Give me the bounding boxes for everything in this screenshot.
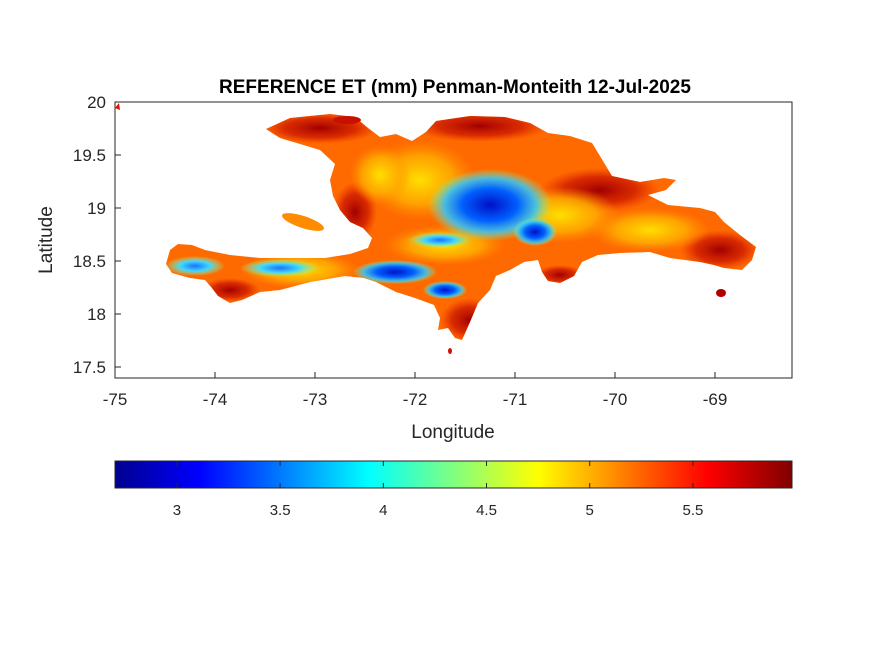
- colorbar-ticks: 3 3.5 4 4.5 5 5.5: [173, 461, 703, 519]
- massif-de-la-selle-low-et: [353, 260, 437, 284]
- map-title: REFERENCE ET (mm) Penman-Monteith 12-Jul…: [219, 77, 691, 98]
- y-tick-label: 17.5: [73, 358, 106, 377]
- y-tick-label: 18: [87, 305, 106, 324]
- y-tick-label: 18.5: [73, 252, 106, 271]
- saona-island: [716, 289, 726, 297]
- x-tick-label: -69: [703, 390, 728, 409]
- massif-de-la-hotte-low-et: [166, 256, 225, 276]
- x-tick-label: -71: [503, 390, 528, 409]
- colorbar-tick-label: 4: [379, 502, 387, 519]
- map-plot-area: -75 -74 -73 -72 -71 -70 -69 Longitude 20…: [36, 93, 793, 443]
- colorbar-tick-label: 4.5: [476, 502, 497, 519]
- colorbar-tick-label: 3.5: [270, 502, 291, 519]
- gonave-island: [281, 213, 325, 231]
- colorbar: 3 3.5 4 4.5 5 5.5: [114, 460, 793, 519]
- y-tick-label: 19: [87, 199, 106, 218]
- x-tick-label: -73: [303, 390, 328, 409]
- x-tick-label: -74: [203, 390, 228, 409]
- colorbar-tick-label: 5: [586, 502, 594, 519]
- colorbar-tick-label: 5.5: [682, 502, 703, 519]
- y-tick-label: 19.5: [73, 146, 106, 165]
- y-axis-label: Latitude: [36, 206, 57, 274]
- navassa-fragment: [115, 103, 120, 110]
- colorbar-gradient: [114, 460, 793, 489]
- y-axis: 20 19.5 19 18.5 18 17.5 Latitude: [36, 93, 121, 377]
- tortuga-island: [333, 116, 361, 124]
- x-tick-label: -75: [103, 390, 128, 409]
- x-tick-label: -70: [603, 390, 628, 409]
- beata-island: [448, 348, 452, 354]
- colorbar-tick-label: 3: [173, 502, 181, 519]
- x-tick-label: -72: [403, 390, 428, 409]
- x-axis-label: Longitude: [411, 422, 494, 443]
- y-tick-label: 20: [87, 93, 106, 112]
- x-axis: -75 -74 -73 -72 -71 -70 -69 Longitude: [103, 372, 728, 443]
